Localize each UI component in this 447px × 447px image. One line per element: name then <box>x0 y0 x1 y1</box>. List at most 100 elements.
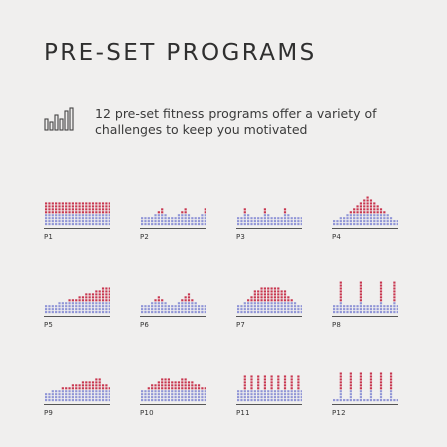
level-cell <box>98 293 101 296</box>
level-cell <box>346 308 349 311</box>
level-cell <box>267 214 270 217</box>
level-cell <box>81 305 85 308</box>
level-cell <box>283 211 287 214</box>
level-cell <box>98 302 101 305</box>
level-cell <box>263 399 266 402</box>
level-cell <box>71 208 74 211</box>
level-cell <box>283 390 287 393</box>
level-cell <box>181 299 184 302</box>
level-cell <box>277 299 280 302</box>
level-cell <box>88 202 91 205</box>
level-cell <box>71 387 74 390</box>
level-cell <box>389 220 393 223</box>
level-cell <box>379 381 383 384</box>
level-cell <box>75 202 78 205</box>
level-cell <box>98 211 101 214</box>
level-cell <box>283 375 287 378</box>
level-cell <box>101 208 105 211</box>
level-cell <box>51 308 54 311</box>
level-cell <box>58 220 61 223</box>
level-cell <box>45 217 48 220</box>
level-cell <box>290 378 293 381</box>
level-cell <box>55 305 58 308</box>
level-cell <box>253 223 256 226</box>
level-cell <box>95 390 98 393</box>
level-cell <box>174 308 177 311</box>
program-bar <box>376 205 379 226</box>
level-cell <box>373 211 376 214</box>
level-cell <box>91 384 95 387</box>
program-bar <box>161 208 164 226</box>
level-cell <box>293 393 297 396</box>
level-cell <box>243 223 246 226</box>
program-bar <box>191 217 194 226</box>
level-cell <box>167 220 170 223</box>
level-cell <box>359 284 362 287</box>
level-cell <box>353 305 356 308</box>
program-bar <box>181 211 184 226</box>
level-cell <box>144 223 147 226</box>
level-cell <box>68 302 71 305</box>
level-cell <box>257 223 260 226</box>
program-bar <box>65 202 68 226</box>
level-cell <box>393 399 396 402</box>
program-baseline <box>44 404 110 405</box>
level-cell <box>177 311 181 314</box>
level-cell <box>184 223 187 226</box>
level-cell <box>290 384 293 387</box>
level-cell <box>95 293 98 296</box>
level-cell <box>277 302 280 305</box>
level-cell <box>184 308 187 311</box>
program-bar <box>194 302 197 314</box>
level-cell <box>204 305 206 308</box>
program-bar <box>260 217 263 226</box>
level-cell <box>108 299 110 302</box>
level-cell <box>65 302 68 305</box>
level-cell <box>101 202 105 205</box>
level-cell <box>356 214 359 217</box>
level-cell <box>297 384 300 387</box>
level-cell <box>339 299 342 302</box>
level-cell <box>81 399 85 402</box>
level-cell <box>85 399 88 402</box>
level-cell <box>253 393 256 396</box>
level-cell <box>105 214 108 217</box>
level-cell <box>283 223 287 226</box>
level-cell <box>101 396 105 399</box>
program-bar <box>290 299 293 314</box>
program-bar <box>71 384 74 402</box>
program-p12: P12 <box>332 358 398 428</box>
level-cell <box>105 217 108 220</box>
level-cell <box>151 384 154 387</box>
level-cell <box>95 223 98 226</box>
level-cell <box>283 293 287 296</box>
level-cell <box>181 396 184 399</box>
level-cell <box>65 208 68 211</box>
level-cell <box>184 208 187 211</box>
level-cell <box>108 293 110 296</box>
level-cell <box>243 390 246 393</box>
level-cell <box>283 399 287 402</box>
level-cell <box>263 305 266 308</box>
level-cell <box>58 393 61 396</box>
level-cell <box>366 196 369 199</box>
level-cell <box>108 220 110 223</box>
level-cell <box>346 214 349 217</box>
level-cell <box>379 217 383 220</box>
level-cell <box>389 223 393 226</box>
level-cell <box>154 311 157 314</box>
level-cell <box>260 217 263 220</box>
level-cell <box>98 381 101 384</box>
level-cell <box>270 220 273 223</box>
level-cell <box>339 220 342 223</box>
level-cell <box>197 223 201 226</box>
level-cell <box>237 308 240 311</box>
program-label: P8 <box>332 321 342 329</box>
program-p11: P11 <box>236 358 302 428</box>
level-cell <box>297 393 300 396</box>
level-cell <box>58 214 61 217</box>
level-cell <box>177 223 181 226</box>
program-bar <box>359 372 362 402</box>
level-cell <box>204 393 206 396</box>
program-chart <box>45 287 110 314</box>
